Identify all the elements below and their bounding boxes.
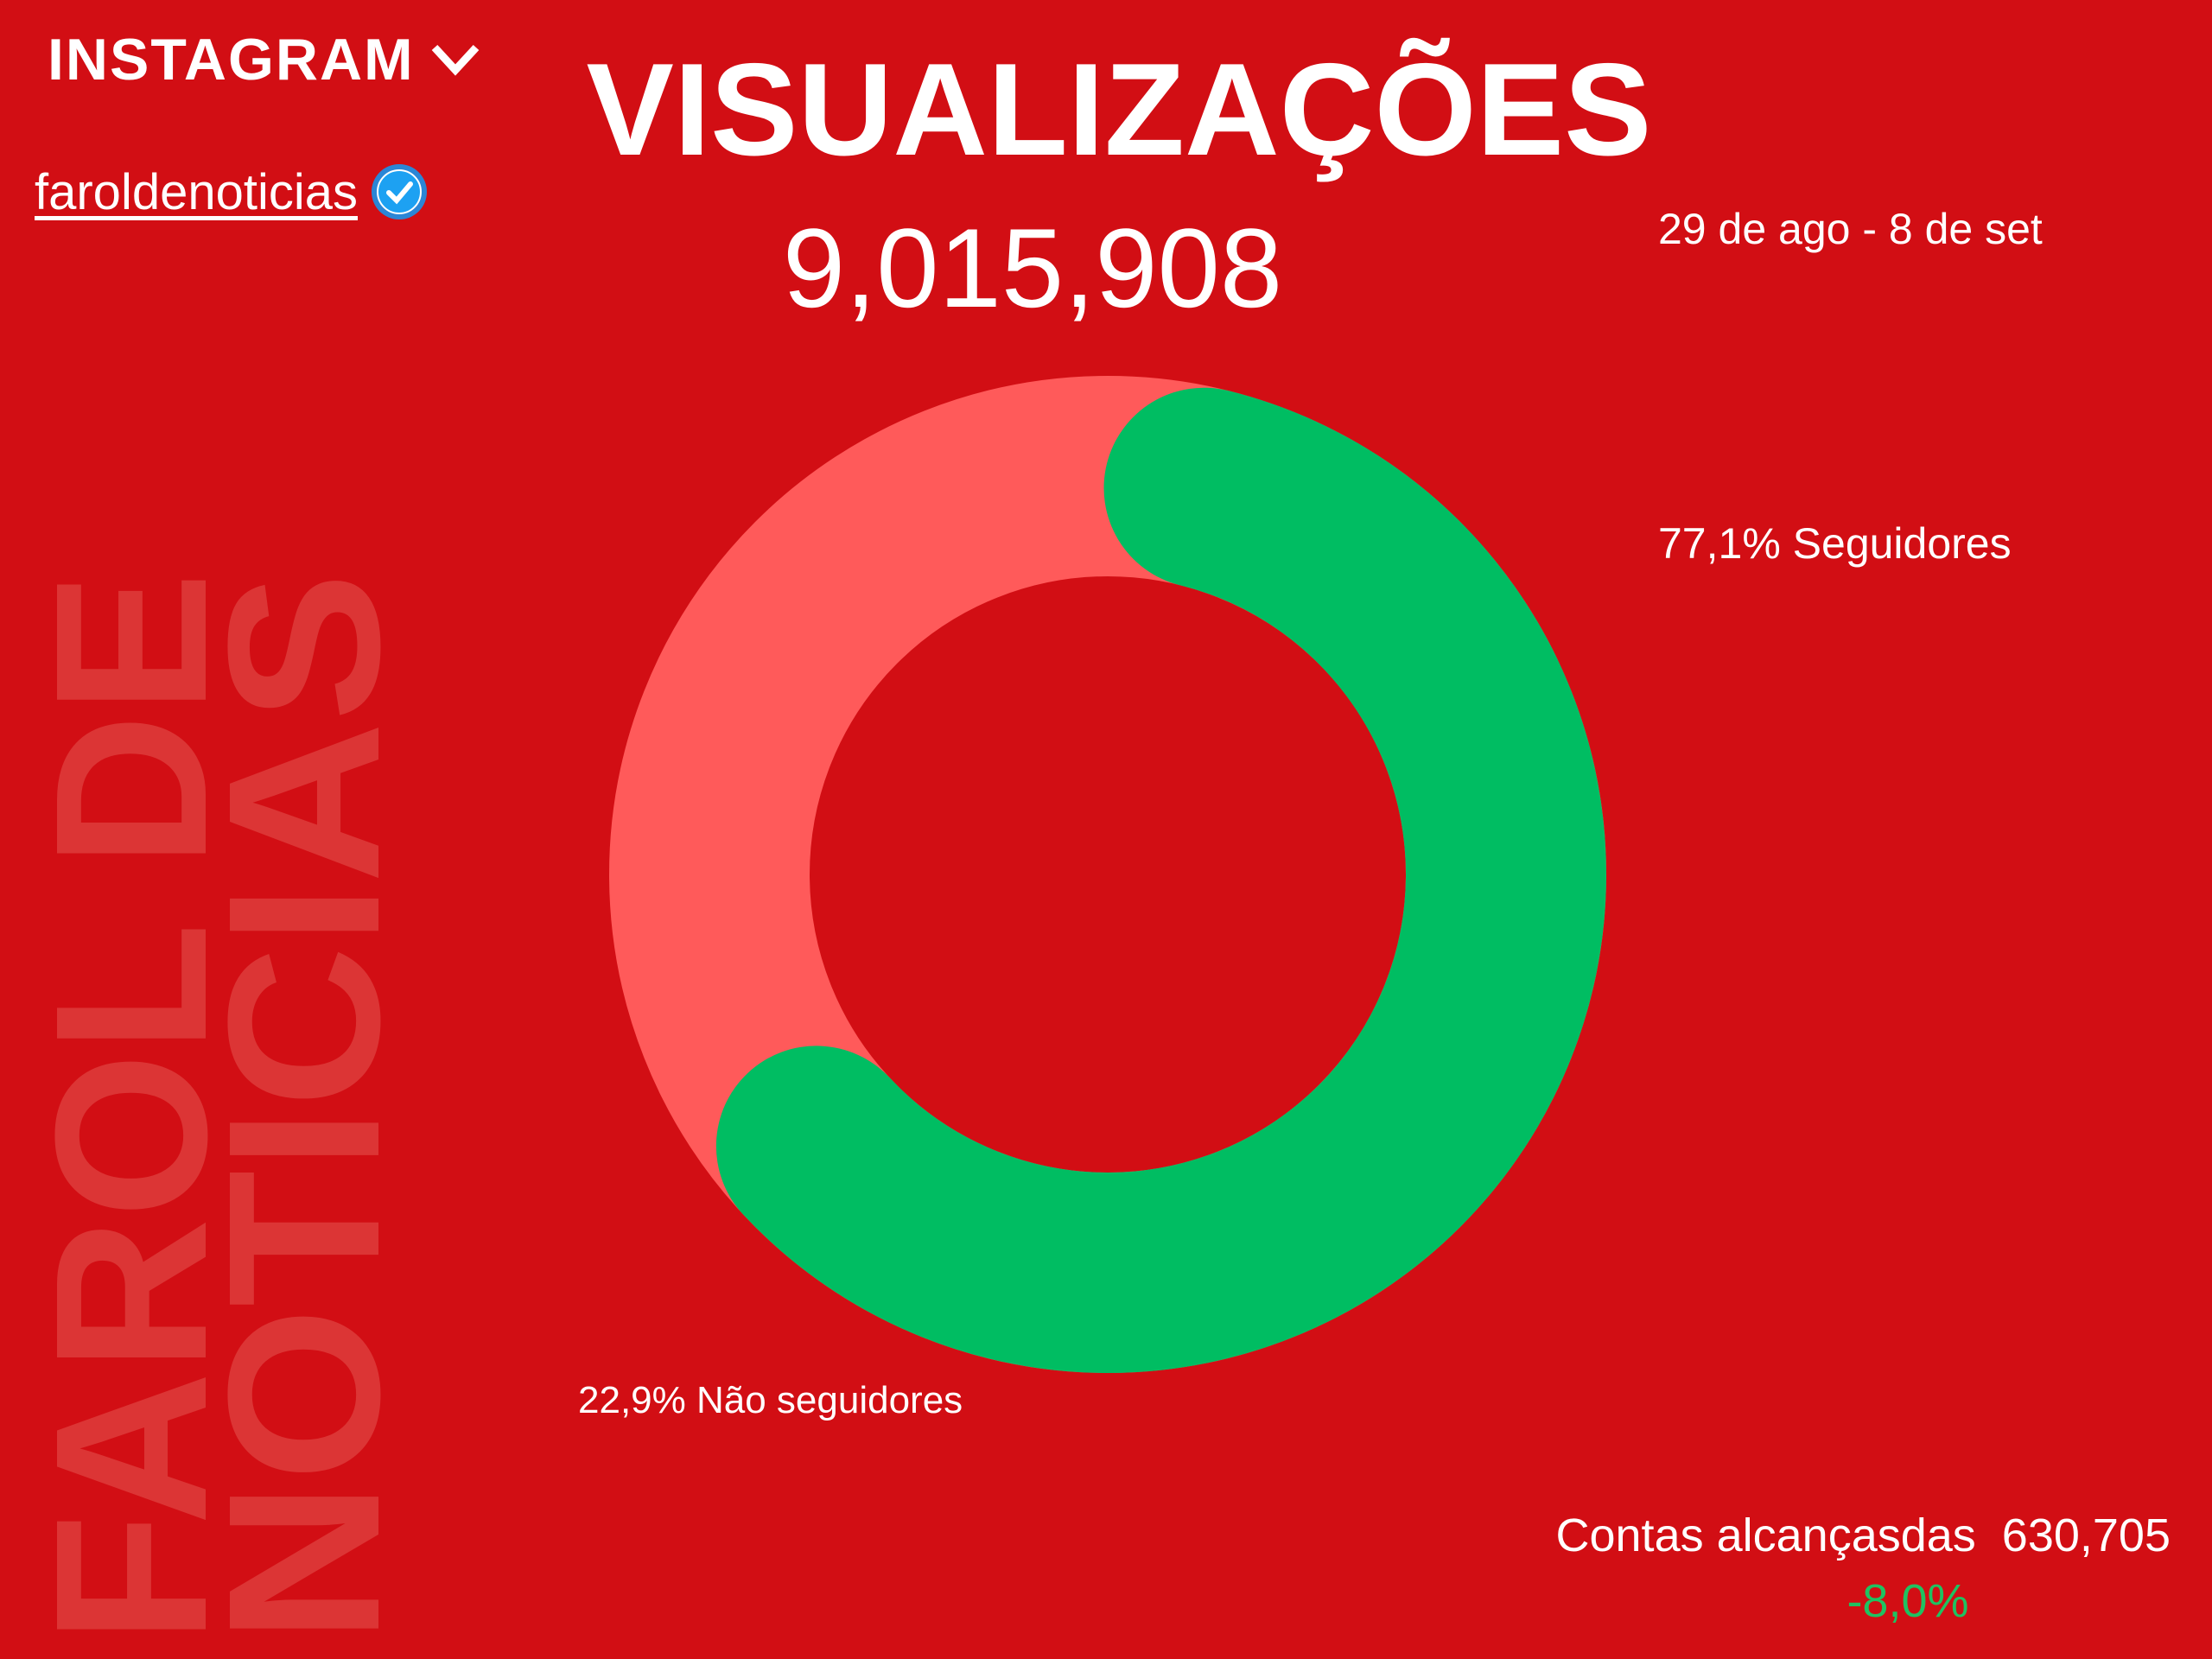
watermark-line1: FAROL DE — [10, 572, 251, 1643]
accounts-reached: Contas alcançasdas 630,705 — [1555, 1510, 2171, 1561]
donut-chart — [609, 376, 1606, 1373]
legend-non-followers: 22,9% Não seguidores — [578, 1379, 963, 1421]
legend-followers: 77,1% Seguidores — [1658, 519, 2012, 568]
watermark-line2: NOTICIAS — [183, 572, 424, 1643]
total-views: 9,015,908 — [782, 205, 1283, 331]
account-name[interactable]: faroldenoticias — [35, 163, 358, 220]
date-range[interactable]: 29 de ago - 8 de set — [1658, 205, 2043, 253]
donut-segment-followers — [715, 387, 1606, 1373]
platform-label: INSTAGRAM — [48, 27, 415, 92]
chevron-down-icon — [431, 44, 480, 76]
verified-badge-icon — [372, 164, 427, 219]
watermark-logo: FAROL DE NOTICIAS — [10, 572, 424, 1643]
account-handle[interactable]: faroldenoticias — [35, 162, 429, 221]
platform-selector[interactable]: INSTAGRAM — [48, 26, 480, 93]
reach-change: -8,0% — [1847, 1575, 1969, 1627]
page-title: VISUALIZAÇÕES — [586, 36, 1652, 183]
